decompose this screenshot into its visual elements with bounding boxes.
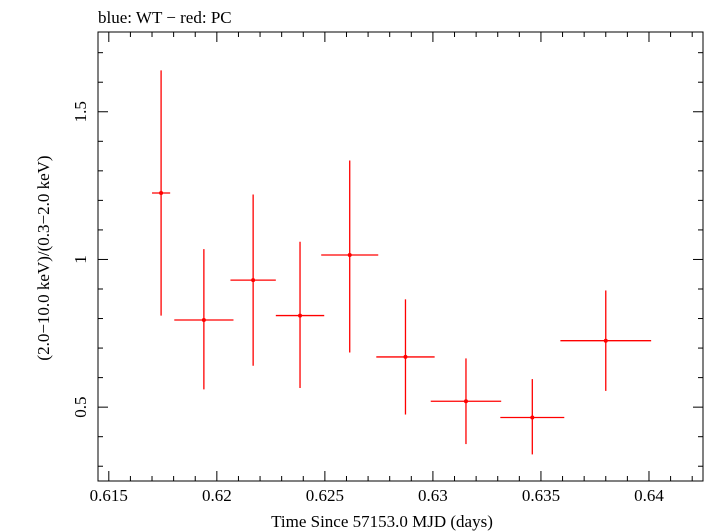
- data-point: [201, 318, 206, 323]
- data-point: [159, 190, 164, 195]
- plot-frame: [97, 31, 704, 482]
- y-tick-label: 0.5: [71, 397, 90, 418]
- x-tick-label: 0.62: [202, 486, 232, 505]
- x-axis-label: Time Since 57153.0 MJD (days): [271, 512, 493, 531]
- y-tick-label: 1: [71, 255, 90, 264]
- plot-area: 0.615 0.62 0.625 0.63 0.635 0.64 0.5 1 1.5: [71, 31, 704, 505]
- data-point: [530, 415, 535, 420]
- data-point: [463, 399, 468, 404]
- x-tick-label: 0.635: [522, 486, 560, 505]
- x-tick-label: 0.615: [90, 486, 128, 505]
- data-point: [298, 313, 303, 318]
- x-tick-label: 0.64: [634, 486, 664, 505]
- x-tick-label: 0.63: [418, 486, 448, 505]
- y-axis-label: (2.0−10.0 keV)/(0.3−2.0 keV): [34, 155, 53, 360]
- y-tick-label: 1.5: [71, 101, 90, 122]
- chart-title: blue: WT − red: PC: [98, 8, 232, 27]
- data-point: [251, 278, 256, 283]
- data-point: [403, 354, 408, 359]
- x-tick-label: 0.625: [306, 486, 344, 505]
- data-point: [603, 338, 608, 343]
- data-point: [347, 253, 352, 258]
